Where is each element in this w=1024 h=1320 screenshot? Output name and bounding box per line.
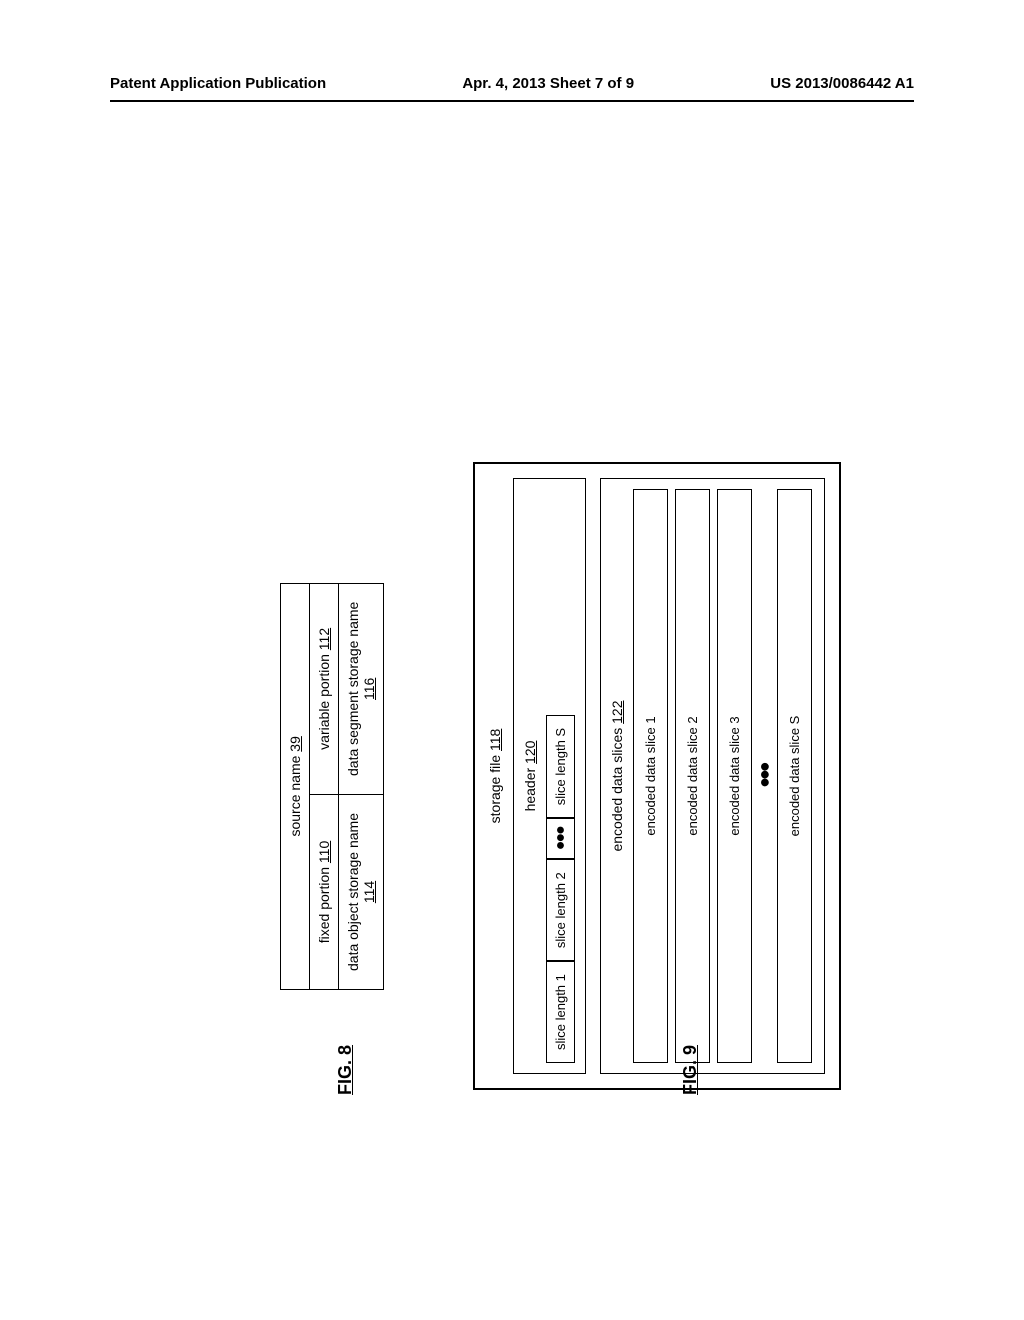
table-row: data object storage name 114 data segmen… — [339, 583, 384, 989]
header-rule — [110, 100, 914, 102]
encoded-slices-title: encoded data slices 122 — [609, 489, 625, 1063]
fig8-table: source name 39 fixed portion 110 variabl… — [280, 583, 384, 990]
data-object-cell: data object storage name 114 — [339, 795, 384, 990]
encoded-slice-row: encoded data slice S — [777, 489, 812, 1063]
header-left: Patent Application Publication — [110, 75, 326, 92]
encoded-slices-box: encoded data slices 122 encoded data sli… — [600, 478, 825, 1074]
page-header: Patent Application Publication Apr. 4, 2… — [0, 75, 1024, 92]
header-right: US 2013/0086442 A1 — [770, 75, 914, 92]
encoded-slice-row: encoded data slice 1 — [633, 489, 668, 1063]
slice-length-cell: slice length 2 — [546, 859, 575, 961]
storage-file-title: storage file 118 — [487, 478, 503, 1074]
fixed-portion-cell: fixed portion 110 — [310, 795, 339, 990]
slice-length-cell: slice length 1 — [546, 961, 575, 1063]
header-center: Apr. 4, 2013 Sheet 7 of 9 — [462, 75, 634, 92]
encoded-slice-row: encoded data slice 3 — [717, 489, 752, 1063]
source-name-cell: source name 39 — [281, 583, 310, 989]
header-box: header 120 slice length 1 slice length 2… — [513, 478, 586, 1074]
storage-file-box: storage file 118 header 120 slice length… — [473, 462, 841, 1090]
ellipsis-icon: ●●● — [759, 489, 769, 1063]
slice-lengths-row: slice length 1 slice length 2 ●●● slice … — [546, 489, 575, 1063]
table-row: fixed portion 110 variable portion 112 — [310, 583, 339, 989]
rotated-content: FIG. 8 source name 39 fixed portion 110 … — [220, 380, 840, 1000]
fig8-label: FIG. 8 — [335, 1045, 356, 1095]
variable-portion-cell: variable portion 112 — [310, 583, 339, 794]
ellipsis-icon: ●●● — [546, 818, 575, 859]
encoded-slice-row: encoded data slice 2 — [675, 489, 710, 1063]
data-segment-cell: data segment storage name 116 — [339, 583, 384, 794]
header-title: header 120 — [522, 489, 538, 1063]
table-row: source name 39 — [281, 583, 310, 989]
content-area: FIG. 8 source name 39 fixed portion 110 … — [180, 380, 880, 1000]
slice-length-cell: slice length S — [546, 715, 575, 818]
